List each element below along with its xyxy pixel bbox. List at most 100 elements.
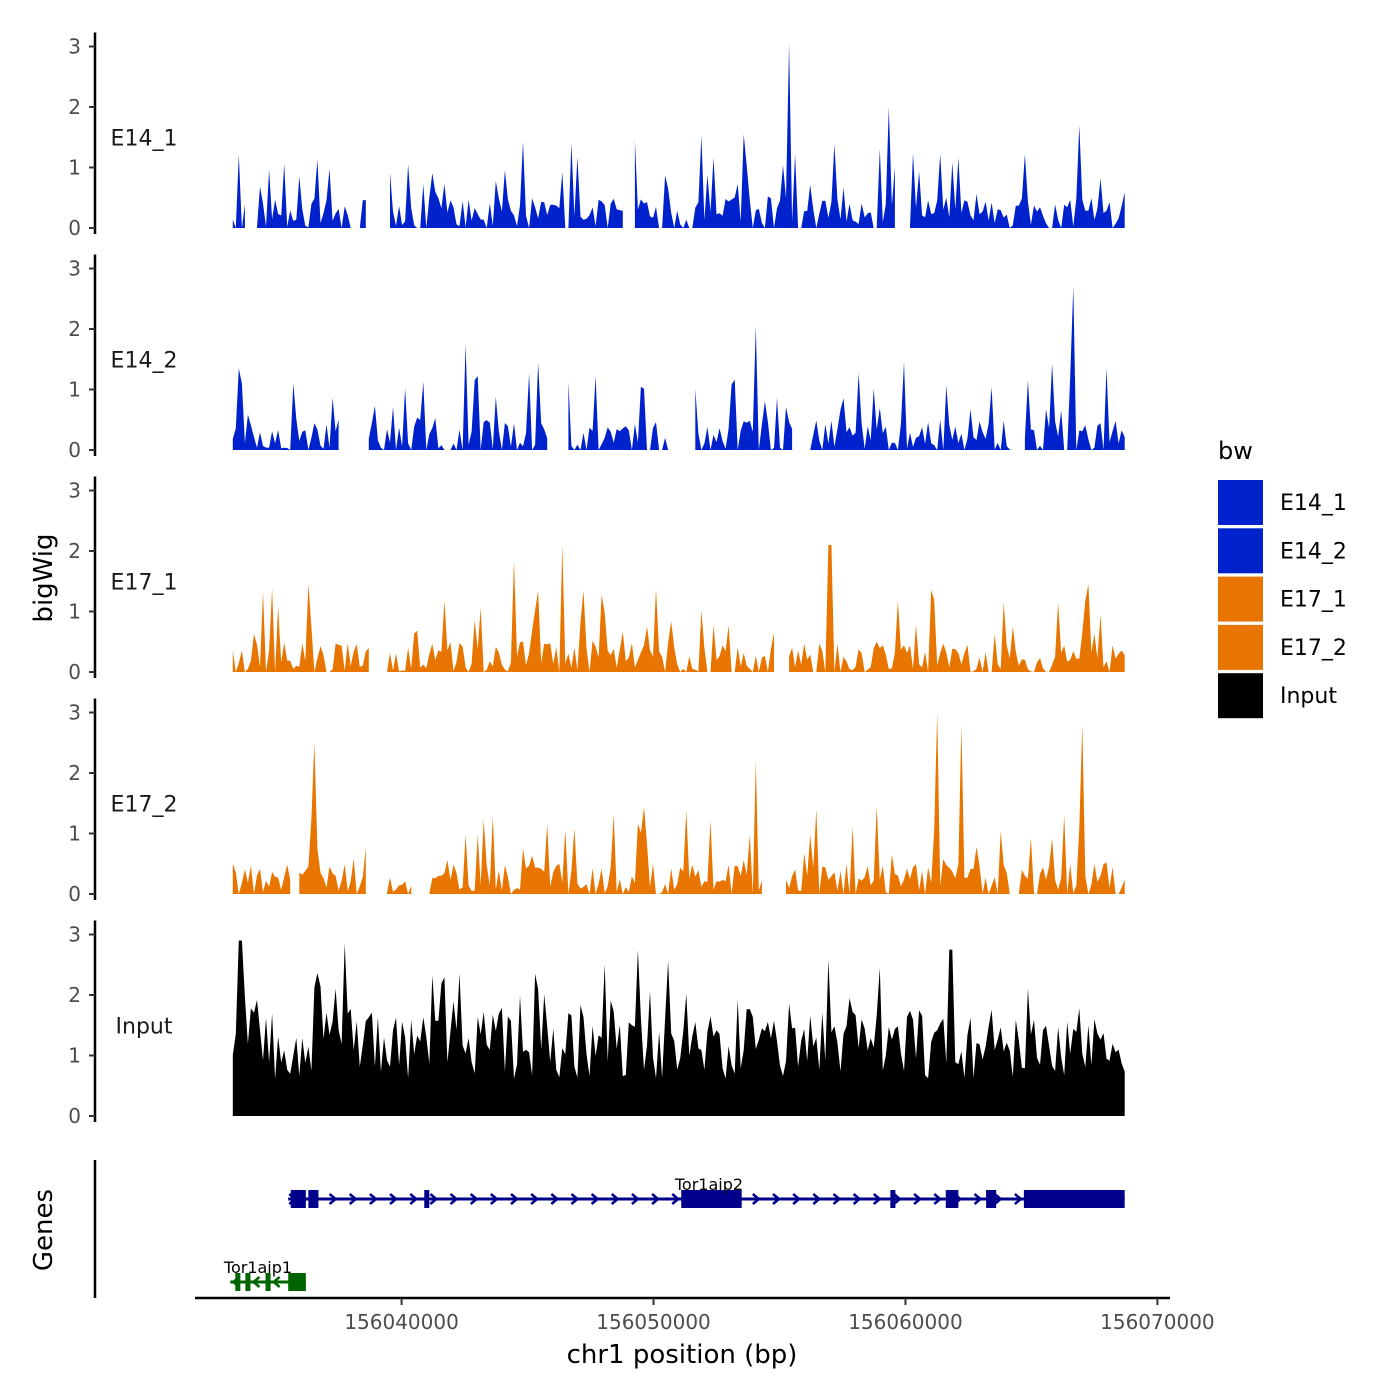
legend-swatch	[1218, 673, 1263, 719]
x-tick-label: 156040000	[344, 1310, 459, 1334]
panel-e14-2: 0 1 2 3 E14_2	[68, 254, 1125, 462]
strand-arrow	[752, 1193, 761, 1205]
genes-track: Tor1aip2 Tor1aip1	[93, 1160, 1125, 1298]
legend-label: E17_1	[1280, 588, 1347, 613]
y-axis-title: bigWig	[29, 533, 59, 622]
strand-arrow	[469, 1193, 479, 1205]
gene-tor1aip2: Tor1aip2	[288, 1175, 1125, 1208]
exon	[681, 1190, 742, 1208]
strand-arrow	[812, 1193, 822, 1205]
exon	[235, 1273, 241, 1291]
panel-label: E17_2	[111, 792, 178, 817]
legend-label: Input	[1280, 684, 1337, 709]
exon	[424, 1190, 430, 1208]
strand-arrow	[933, 1193, 943, 1205]
strand-arrow	[610, 1193, 620, 1205]
signal-area-e17-2	[232, 712, 1125, 894]
strand-arrow	[590, 1193, 600, 1205]
strand-arrow	[251, 1276, 261, 1288]
legend-swatch	[1218, 480, 1263, 525]
strand-arrow	[271, 1276, 281, 1288]
legend-title: bw	[1218, 437, 1253, 465]
y-tick-label: 1	[68, 600, 81, 624]
signal-area-input	[232, 940, 1125, 1116]
strand-arrow	[328, 1193, 338, 1205]
legend-swatch	[1218, 528, 1263, 574]
strand-arrow	[530, 1193, 540, 1205]
strand-arrow	[510, 1193, 519, 1205]
legend-label: E14_2	[1280, 539, 1347, 564]
strand-arrow	[792, 1193, 802, 1205]
y-tick-label: 2	[68, 317, 81, 341]
panel-label: Input	[116, 1014, 173, 1039]
y-tick-label: 3	[68, 701, 81, 725]
y-tick-label: 2	[68, 761, 81, 785]
gene-tor1aip1: Tor1aip1	[223, 1258, 306, 1291]
signal-panels: 0 1 2 3 E14_1 0 1 2 3 E14_2 0 1 2 3 E17_1 0 1 2 3 E17_2 0 1 2 3…	[68, 32, 1125, 1128]
x-tick-label: 156070000	[1100, 1310, 1215, 1334]
exon	[290, 1190, 306, 1208]
strand-arrow	[913, 1193, 923, 1205]
panel-label: E17_1	[111, 570, 178, 595]
x-axis-title: chr1 position (bp)	[567, 1340, 798, 1370]
strand-arrow	[651, 1193, 660, 1205]
y-tick-label: 1	[68, 156, 81, 180]
strand-arrow	[772, 1193, 781, 1205]
strand-arrow	[893, 1193, 902, 1205]
y-tick-label: 0	[68, 1104, 81, 1128]
y-tick-label: 1	[68, 378, 81, 402]
panel-e17-2: 0 1 2 3 E17_2	[68, 698, 1125, 906]
x-axis: 156040000 156050000 156060000 156070000	[195, 1296, 1215, 1334]
strand-arrow	[570, 1193, 580, 1205]
signal-area-e17-1	[232, 545, 1125, 672]
legend-swatch	[1218, 576, 1263, 622]
strand-arrow	[852, 1193, 862, 1205]
exon	[945, 1190, 959, 1208]
signal-area-e14-1	[232, 43, 1125, 228]
y-tick-label: 1	[68, 822, 81, 846]
gene-label: Tor1aip2	[674, 1175, 743, 1194]
strand-arrow	[872, 1193, 882, 1205]
strand-arrow	[993, 1193, 1003, 1205]
gene-label: Tor1aip1	[223, 1258, 292, 1277]
legend-swatch	[1218, 624, 1263, 670]
y-tick-label: 3	[68, 923, 81, 947]
y-tick-label: 0	[68, 216, 81, 240]
panel-e14-1: 0 1 2 3 E14_1	[68, 32, 1125, 240]
exon	[265, 1273, 271, 1291]
strand-arrow	[369, 1193, 378, 1205]
strand-arrow	[973, 1193, 983, 1205]
exon	[1023, 1190, 1125, 1208]
y-tick-label: 0	[68, 438, 81, 462]
exon	[308, 1190, 319, 1208]
y-tick-label: 0	[68, 882, 81, 906]
exon	[245, 1273, 251, 1291]
strand-arrow	[550, 1193, 560, 1205]
y-tick-label: 3	[68, 257, 81, 281]
strand-arrow	[348, 1193, 358, 1205]
panel-label: E14_2	[111, 348, 178, 373]
y-tick-label: 3	[68, 35, 81, 59]
legend: bw E14_1 E14_2 E17_1 E17_2 Input	[1218, 437, 1347, 719]
strand-arrow	[409, 1193, 419, 1205]
y-tick-label: 2	[68, 95, 81, 119]
exon	[288, 1273, 306, 1291]
panel-label: E14_1	[111, 126, 178, 151]
strand-arrow	[671, 1193, 681, 1205]
genes-axis-title: Genes	[29, 1189, 59, 1271]
strand-arrow	[449, 1193, 459, 1205]
y-tick-label: 1	[68, 1044, 81, 1068]
y-tick-label: 0	[68, 660, 81, 684]
strand-arrow	[1014, 1193, 1023, 1205]
y-tick-label: 2	[68, 983, 81, 1007]
strand-arrow	[832, 1193, 842, 1205]
y-tick-label: 3	[68, 479, 81, 503]
y-tick-label: 2	[68, 539, 81, 563]
exon	[890, 1190, 896, 1208]
x-tick-label: 156050000	[596, 1310, 711, 1334]
strand-arrow	[429, 1193, 439, 1205]
strand-arrow	[631, 1193, 640, 1205]
exon	[986, 1190, 997, 1208]
strand-arrow	[389, 1193, 398, 1205]
